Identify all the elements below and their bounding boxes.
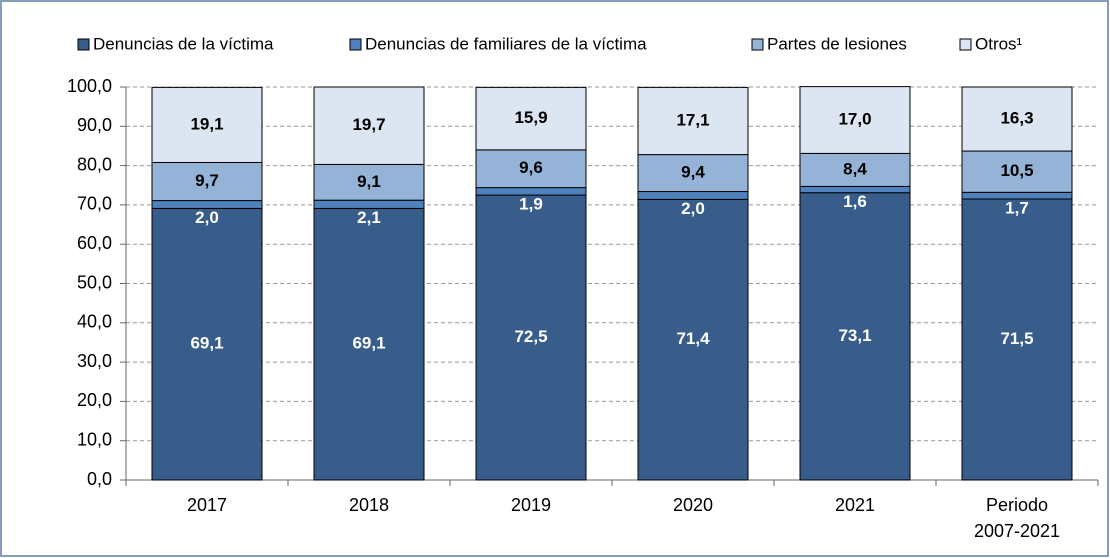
- value-label: 9,1: [357, 172, 381, 191]
- bar-segment: [637, 154, 749, 193]
- legend-label: Partes de lesiones: [767, 34, 907, 53]
- value-label: 2,1: [357, 208, 381, 227]
- value-label: 1,9: [519, 195, 543, 214]
- legend-swatch: [751, 38, 764, 51]
- legend-swatch: [349, 38, 362, 51]
- value-label: 17,0: [838, 109, 871, 128]
- value-label: 2,0: [195, 208, 219, 227]
- x-tick-label: 2019: [510, 495, 552, 515]
- value-label: 9,4: [681, 163, 705, 182]
- value-label: 1,6: [843, 192, 867, 211]
- x-tick-label: Periodo 2007-2021: [973, 495, 1061, 541]
- bar-segment: [475, 194, 587, 481]
- y-tick-label: 80,0: [77, 154, 112, 174]
- legend-swatch: [77, 38, 90, 51]
- y-tick-label: 0,0: [87, 469, 112, 489]
- y-tick-label: 10,0: [77, 429, 112, 449]
- bar-segment: [637, 86, 749, 156]
- value-label: 10,5: [1000, 161, 1033, 180]
- bar-segment: [799, 86, 911, 154]
- y-tick-label: 20,0: [77, 390, 112, 410]
- bar-segment: [313, 207, 425, 481]
- bar-segment: [475, 86, 587, 151]
- x-tick-label: 2021: [834, 495, 876, 515]
- bar-segment: [961, 86, 1073, 152]
- bar-segment: [961, 198, 1073, 481]
- value-label: 71,4: [676, 329, 710, 348]
- value-label: 19,1: [190, 114, 223, 133]
- value-label: 1,7: [1005, 198, 1029, 217]
- y-tick-label: 60,0: [77, 233, 112, 253]
- y-tick-label: 40,0: [77, 312, 112, 332]
- bar-segment: [313, 163, 425, 201]
- bar-segment: [799, 192, 911, 481]
- y-tick-label: 70,0: [77, 194, 112, 214]
- bar-segment: [637, 198, 749, 481]
- legend-label: Denuncias de la víctima: [93, 34, 274, 53]
- x-tick-label: 2017: [186, 495, 228, 515]
- value-label: 19,7: [352, 115, 385, 134]
- bar-segment: [799, 152, 911, 187]
- value-label: 9,7: [195, 171, 219, 190]
- y-tick-label: 100,0: [67, 76, 112, 96]
- value-label: 16,3: [1000, 109, 1033, 128]
- bar-segment: [961, 150, 1073, 193]
- value-label: 71,5: [1000, 329, 1033, 348]
- x-tick-label: 2020: [672, 495, 714, 515]
- value-label: 69,1: [352, 334, 385, 353]
- value-label: 8,4: [843, 159, 867, 178]
- x-tick-label: 2018: [348, 495, 390, 515]
- y-tick-label: 90,0: [77, 115, 112, 135]
- bar-segment: [151, 86, 263, 163]
- bar-segment: [151, 207, 263, 481]
- value-label: 9,6: [519, 158, 543, 177]
- legend-swatch: [959, 38, 972, 51]
- value-label: 15,9: [514, 108, 547, 127]
- legend-label: Otros¹: [975, 34, 1023, 53]
- value-label: 73,1: [838, 326, 871, 345]
- value-label: 17,1: [676, 110, 709, 129]
- value-label: 2,0: [681, 199, 705, 218]
- value-label: 72,5: [514, 327, 547, 346]
- value-label: 69,1: [190, 334, 223, 353]
- y-tick-label: 50,0: [77, 272, 112, 292]
- legend-label: Denuncias de familiares de la víctima: [365, 34, 647, 53]
- bar-segment: [313, 86, 425, 165]
- y-tick-label: 30,0: [77, 351, 112, 371]
